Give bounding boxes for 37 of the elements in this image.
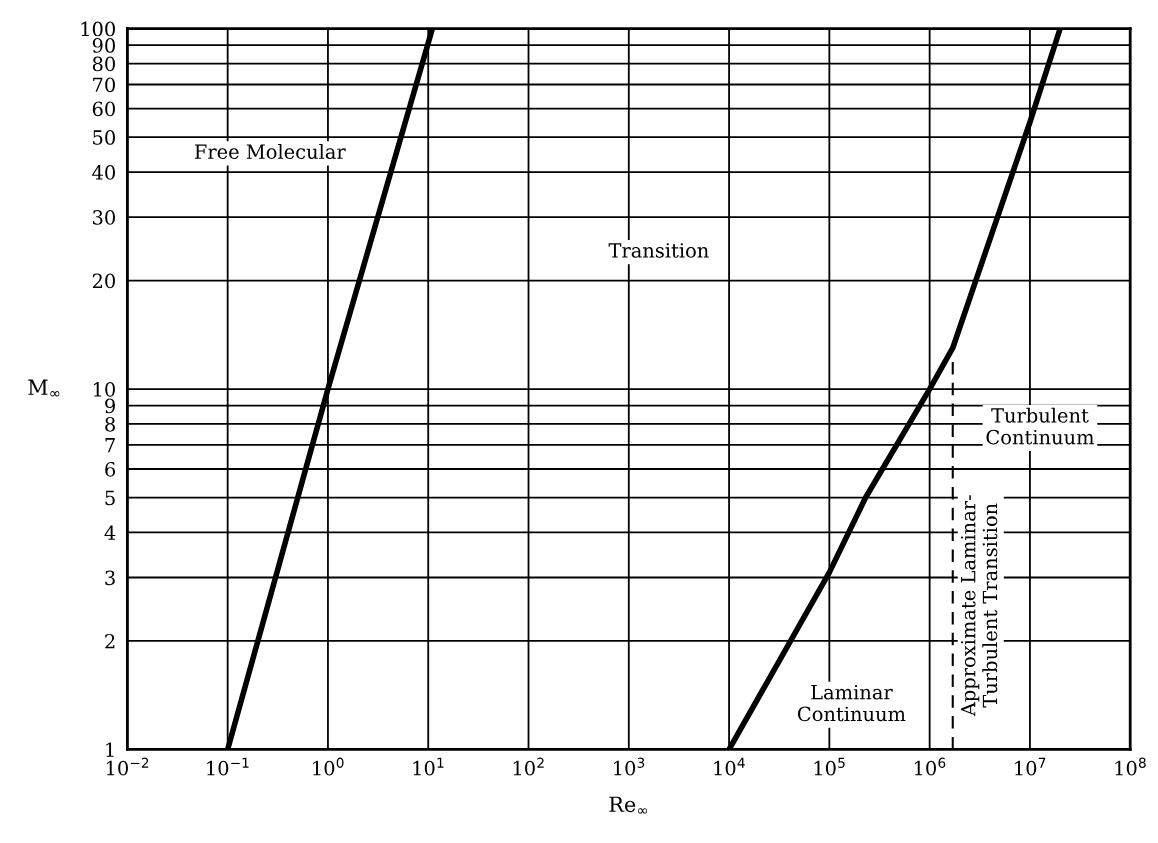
x-tick-label: 10$^{2}$ — [513, 757, 544, 776]
x-tick-label: 10$^{8}$ — [1115, 757, 1146, 776]
annotation: Approximate Laminar- Turbulent Transition — [960, 495, 998, 717]
annotation: Laminar Continuum — [797, 684, 906, 722]
annotation: Turbulent Continuum — [986, 407, 1094, 445]
y-tick-label: 40 — [92, 165, 115, 180]
x-tick-label: 10$^{7}$ — [1015, 757, 1046, 776]
y-tick-label: 5 — [105, 490, 115, 506]
annotation: Free Molecular — [194, 143, 346, 159]
y-tick-label: 90 — [92, 38, 115, 53]
y-axis-title: M$_{∞}$ — [28, 379, 60, 397]
y-tick-label: 3 — [105, 570, 115, 586]
y-tick-label: 8 — [105, 416, 115, 432]
x-tick-label: 10$^{5}$ — [814, 757, 845, 776]
y-tick-label: 10 — [93, 382, 115, 397]
y-tick-label: 20 — [92, 273, 115, 289]
y-tick-label: 80 — [92, 56, 115, 72]
y-tick-label: 100 — [81, 21, 115, 37]
y-tick-label: 30 — [93, 210, 115, 225]
x-tick-label: 10$^{3}$ — [614, 757, 645, 776]
x-tick-label: 10$^{6}$ — [914, 757, 946, 776]
x-axis-title: Re$_{∞}$ — [609, 796, 648, 814]
y-tick-label: 9 — [105, 398, 115, 414]
x-tick-label: 10$^{1}$ — [413, 757, 444, 776]
y-tick-label: 60 — [92, 101, 115, 117]
y-tick-label: 50 — [93, 130, 115, 145]
x-tick-label: 10$^{−1}$ — [207, 757, 249, 776]
y-tick-label: 6 — [105, 461, 116, 477]
y-tick-label: 70 — [93, 77, 115, 93]
annotation: Transition — [608, 243, 709, 258]
x-tick-label: 10$^{4}$ — [714, 757, 745, 776]
x-tick-label: 10$^{−2}$ — [106, 757, 149, 776]
x-tick-label: 10$^{0}$ — [313, 757, 344, 776]
y-tick-label: 1 — [106, 742, 114, 757]
y-tick-label: 4 — [104, 525, 116, 540]
y-tick-label: 2 — [105, 633, 115, 649]
y-tick-label: 7 — [105, 438, 115, 453]
